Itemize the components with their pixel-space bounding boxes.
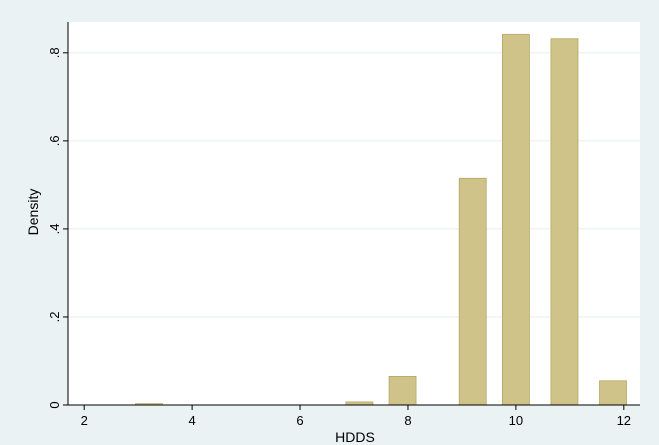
- bar-2: [388, 375, 417, 406]
- x-tick-label-2: 6: [296, 413, 303, 428]
- x-tick-label-5: 12: [617, 413, 631, 428]
- bars: [135, 33, 627, 406]
- y-axis: 0 .2 .4 .6 .8: [47, 22, 69, 409]
- y-tick-label-1: .2: [47, 312, 62, 323]
- y-tick-label-2: .4: [47, 223, 62, 234]
- x-tick-label-3: 8: [404, 413, 411, 428]
- bar-6: [599, 380, 627, 406]
- x-axis: 2 4 6 8 10 12: [68, 404, 640, 428]
- bar-3: [458, 177, 487, 406]
- y-tick-label-0: 0: [47, 401, 62, 408]
- plot-area: [68, 22, 640, 405]
- grid-lines: [68, 52, 640, 318]
- x-axis-title: HDDS: [335, 429, 375, 445]
- x-tick-label-1: 4: [188, 413, 195, 428]
- bar-5: [550, 38, 579, 406]
- y-tick-label-4: .8: [47, 47, 62, 58]
- y-axis-title: Density: [25, 189, 41, 236]
- y-tick-label-3: .6: [47, 135, 62, 146]
- x-tick-label-4: 10: [509, 413, 523, 428]
- x-tick-label-0: 2: [81, 413, 88, 428]
- bar-4: [501, 33, 530, 406]
